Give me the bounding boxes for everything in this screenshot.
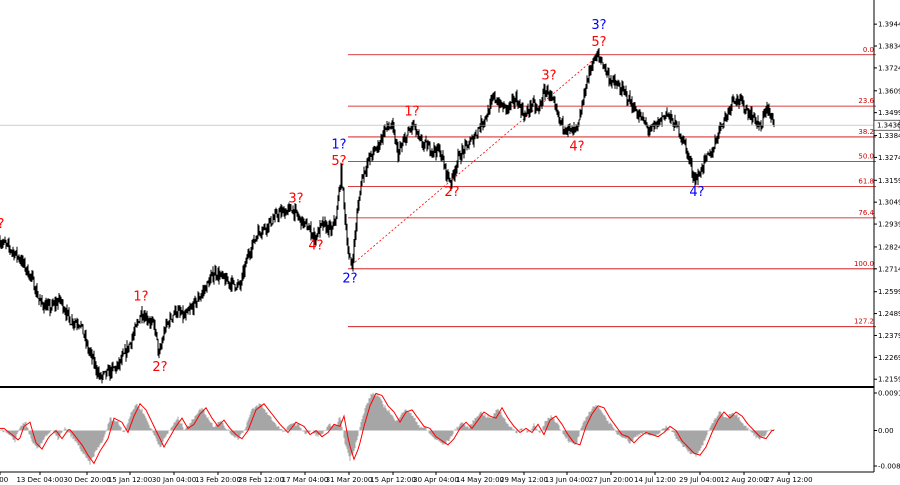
time-tick-label-3: 15 Jan 12:00 <box>108 476 152 484</box>
price-series <box>0 48 874 384</box>
fib-label-7: 127.2 <box>854 318 874 326</box>
time-tick-label-11: 14 May 20:00 <box>456 476 504 484</box>
price-tick-label-14: 1.2379 <box>878 332 900 340</box>
price-bars <box>0 48 775 384</box>
wave-label-0: ? <box>0 217 4 232</box>
price-tick-label-13: 1.2489 <box>878 310 900 318</box>
fib-label-2: 38.2 <box>858 128 874 136</box>
price-tick-label-11: 1.2714 <box>878 265 900 273</box>
price-tick-label-6: 1.3274 <box>878 154 900 162</box>
price-tick-label-7: 1.3159 <box>878 177 900 185</box>
time-tick-label-10: 30 Apr 04:00 <box>413 476 459 484</box>
time-tick-label-15: 14 Jul 12:00 <box>634 476 676 484</box>
fib-label-0: 0.0 <box>863 46 874 54</box>
wave-trend-line <box>351 55 599 265</box>
time-tick-label-18: 27 Aug 12:00 <box>765 476 812 484</box>
time-tick-label-17: 12 Aug 20:00 <box>720 476 767 484</box>
time-tick-label-13: 13 Jun 04:00 <box>545 476 589 484</box>
wave-label-6: 5? <box>331 154 346 169</box>
wave-label-7: 2? <box>342 271 357 286</box>
wave-label-1: 1? <box>133 289 148 304</box>
time-tick-label-4: 30 Jan 04:00 <box>152 476 196 484</box>
fibonacci-levels: 0.0 23.6 38.2 50.0 61.8 76.4 100.0 127.2 <box>348 46 876 328</box>
fib-label-6: 100.0 <box>854 260 874 268</box>
time-tick-label-1: 13 Dec 04:00 <box>16 476 63 484</box>
current-price-label: 1.3436 <box>877 122 900 130</box>
wave-label-8: 1? <box>404 104 419 119</box>
price-tick-label-2: 1.3724 <box>878 64 900 72</box>
wave-label-10: 3? <box>541 69 556 84</box>
price-tick-label-9: 1.2939 <box>878 221 900 229</box>
wave-label-11: 4? <box>569 139 584 154</box>
osc-tick-label-0: 0.0091 <box>878 390 900 398</box>
wave-label-13: 5? <box>591 35 606 50</box>
histogram-bars <box>0 392 775 465</box>
wave-label-4: 4? <box>308 239 323 254</box>
time-tick-label-16: 29 Jul 04:00 <box>679 476 721 484</box>
price-tick-label-15: 1.2269 <box>878 354 900 362</box>
price-tick-label-3: 1.3609 <box>878 87 900 95</box>
wave-label-14: 4? <box>689 185 704 200</box>
time-tick-label-8: 31 Mar 20:00 <box>326 476 373 484</box>
fib-label-4: 61.8 <box>858 177 874 185</box>
price-tick-label-5: 1.3384 <box>878 132 900 140</box>
time-tick-label-12: 29 May 12:00 <box>500 476 548 484</box>
price-tick-label-1: 1.3834 <box>878 43 900 51</box>
osc-tick-label-1: 0.00 <box>878 427 894 435</box>
time-tick-label-2: 30 Dec 20:00 <box>63 476 110 484</box>
wave-label-3: 3? <box>288 191 303 206</box>
fib-label-5: 76.4 <box>858 209 874 217</box>
price-tick-label-0: 1.3944 <box>878 21 900 29</box>
wave-label-5: 1? <box>331 137 346 152</box>
time-tick-label-6: 28 Feb 12:00 <box>238 476 284 484</box>
trend-line <box>351 55 599 265</box>
wave-label-12: 3? <box>591 18 606 33</box>
wave-labels: ? 1? 2? 3? 4? 1? 5? 2? 1? 2? 3? 4? 3? 5? 4? <box>0 18 705 375</box>
osc-tick-label-2: -0.00862 <box>878 463 900 471</box>
price-tick-label-8: 1.3049 <box>878 199 900 207</box>
wave-label-9: 2? <box>444 185 459 200</box>
fib-label-3: 50.0 <box>858 152 874 160</box>
price-tick-label-12: 1.2599 <box>878 288 900 296</box>
price-tick-label-4: 1.3499 <box>878 109 900 117</box>
time-tick-label-0: 22:00 <box>0 476 8 484</box>
price-tick-label-16: 1.2159 <box>878 376 900 384</box>
current-price-tag <box>873 119 900 131</box>
time-tick-label-14: 27 Jun 20:00 <box>589 476 633 484</box>
fib-label-1: 23.6 <box>858 97 874 105</box>
signal-line <box>0 392 774 465</box>
price-tick-label-10: 1.2824 <box>878 243 900 251</box>
wave-label-2: 2? <box>152 360 167 375</box>
time-tick-label-5: 13 Feb 20:00 <box>195 476 241 484</box>
oscillator-panel <box>0 392 775 465</box>
time-tick-label-9: 15 Apr 12:00 <box>370 476 416 484</box>
time-tick-label-7: 17 Mar 04:00 <box>282 476 329 484</box>
